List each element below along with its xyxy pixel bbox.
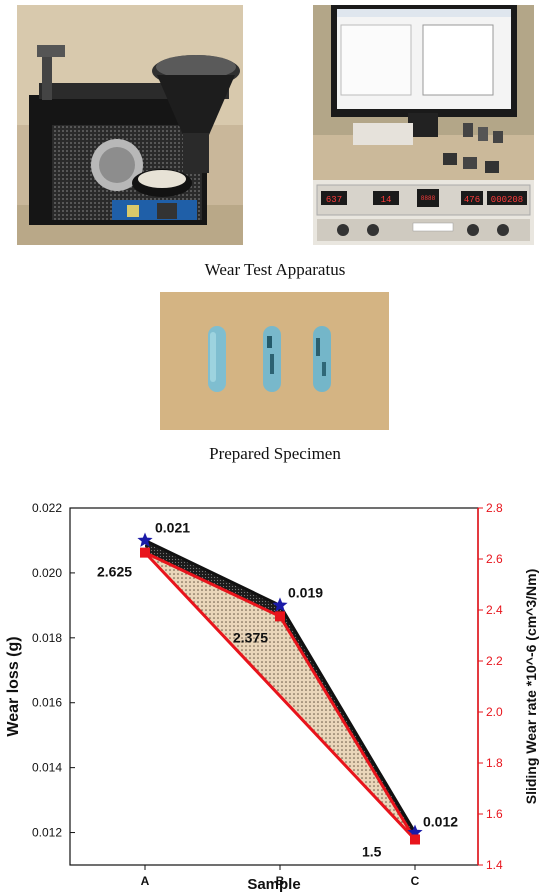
wear-rate-data-label: 2.375: [233, 629, 268, 645]
specimen-caption: Prepared Specimen: [209, 444, 341, 463]
wear-rate-square-marker: [275, 611, 285, 622]
wear-chart: 0.012 0.014 0.016 0.018 0.020 0.022 1.4 1.6 1.8 2…: [5, 501, 539, 893]
right-tick-label: 2.6: [486, 552, 503, 566]
left-tick-label: 0.018: [32, 631, 62, 645]
x-tick-label: A: [141, 874, 150, 888]
wear-rate-data-label: 2.625: [97, 564, 132, 580]
x-tick-label: B: [276, 874, 285, 888]
display-readout-3: 8888: [421, 195, 436, 202]
apparatus-caption: Wear Test Apparatus: [204, 260, 346, 279]
wear-rate-square-marker: [410, 834, 420, 845]
controller-photo: 637 14 8888 476 000208: [313, 5, 534, 245]
left-tick-label: 0.016: [32, 696, 62, 710]
wear-loss-data-label: 0.012: [423, 814, 458, 830]
right-tick-label: 2.8: [486, 501, 503, 515]
left-tick-label: 0.014: [32, 761, 62, 775]
display-readout-5: 000208: [491, 195, 523, 205]
wear-rate-data-label: 1.5: [362, 844, 382, 860]
right-tick-label: 2.0: [486, 705, 503, 719]
y-axis-right-label: Sliding Wear rate *10^-6 (cm^3/Nm): [523, 569, 539, 805]
x-tick-label: C: [411, 874, 420, 888]
left-tick-label: 0.020: [32, 566, 62, 580]
display-readout-4: 476: [464, 195, 480, 205]
wear-loss-data-label: 0.021: [155, 519, 190, 535]
right-tick-label: 2.2: [486, 654, 503, 668]
left-tick-label: 0.012: [32, 826, 62, 840]
right-tick-label: 1.8: [486, 756, 503, 770]
left-tick-label: 0.022: [32, 501, 62, 515]
wear-loss-star-marker: [407, 824, 423, 839]
series-wear-rate-line: [143, 551, 417, 841]
right-tick-label: 1.4: [486, 858, 503, 872]
wear-machine-photo: [17, 5, 243, 245]
wear-loss-star-marker: [272, 597, 288, 612]
right-tick-label: 2.4: [486, 603, 503, 617]
specimen-photo: [160, 292, 389, 430]
x-axis-label: Sample: [247, 876, 300, 893]
wear-loss-star-marker: [137, 532, 153, 547]
display-readout-1: 637: [326, 195, 342, 205]
display-readout-2: 14: [381, 195, 392, 205]
y-axis-left-label: Wear loss (g): [5, 636, 22, 736]
wear-rate-square-marker: [140, 547, 150, 558]
wear-loss-data-label: 0.019: [288, 584, 323, 600]
right-tick-label: 1.6: [486, 807, 503, 821]
